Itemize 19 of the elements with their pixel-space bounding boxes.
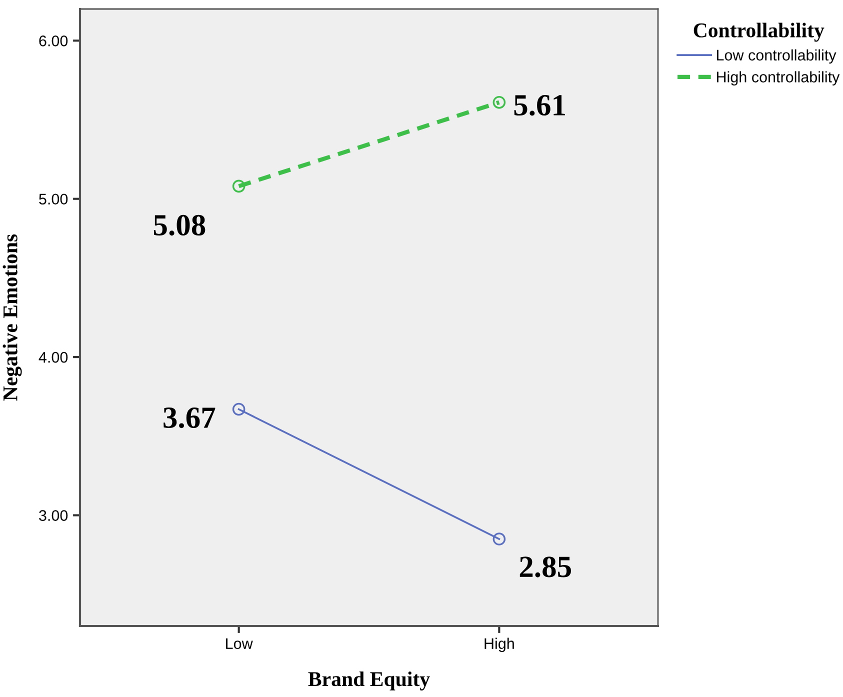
x-tick-label: Low xyxy=(226,638,253,650)
data-label: 3.67 xyxy=(164,407,216,428)
legend-label: Low controllability xyxy=(716,49,836,64)
point xyxy=(492,532,506,546)
point xyxy=(232,402,246,416)
legend-title: Controllability xyxy=(694,22,824,42)
point xyxy=(492,96,506,109)
data-label: 2.85 xyxy=(520,556,571,578)
y-tick-label: 6.00 xyxy=(39,36,68,46)
y-tick-label: 3.00 xyxy=(39,510,68,521)
x-tick-label: High xyxy=(484,638,514,652)
y-axis-title: Negative Emotions xyxy=(2,234,22,401)
data-label: 5.61 xyxy=(514,95,565,116)
x-axis-title: Brand Equity xyxy=(308,671,430,690)
y-tick-label: 4.00 xyxy=(38,352,68,363)
point xyxy=(232,180,246,193)
y-tick-label: 5.00 xyxy=(39,194,68,205)
legend-label: High controllability xyxy=(716,71,840,86)
data-label: 5.08 xyxy=(154,214,206,236)
